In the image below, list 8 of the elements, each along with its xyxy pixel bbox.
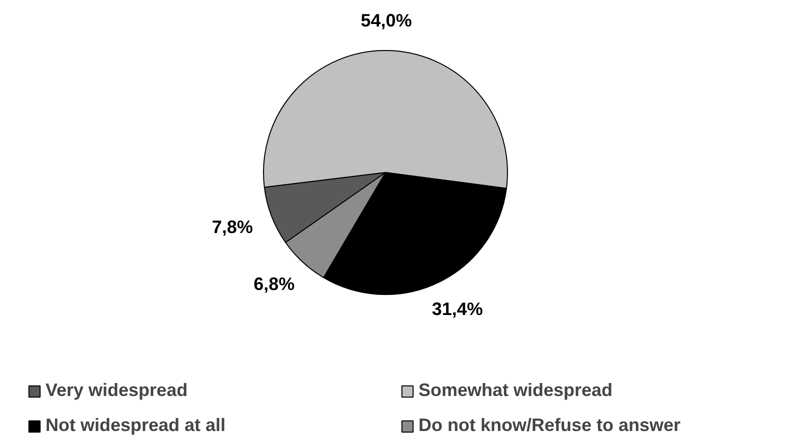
legend-label: Not widespread at all [46, 415, 227, 436]
legend-label: Very widespread [46, 380, 189, 401]
data-label: 54,0% [360, 10, 412, 30]
data-label: 6,8% [254, 274, 295, 294]
legend-label: Do not know/Refuse to answer [418, 415, 682, 436]
data-label: 7,8% [212, 216, 253, 237]
data-label: 31,4% [432, 299, 483, 320]
legend-label: Somewhat widespread [418, 380, 614, 401]
